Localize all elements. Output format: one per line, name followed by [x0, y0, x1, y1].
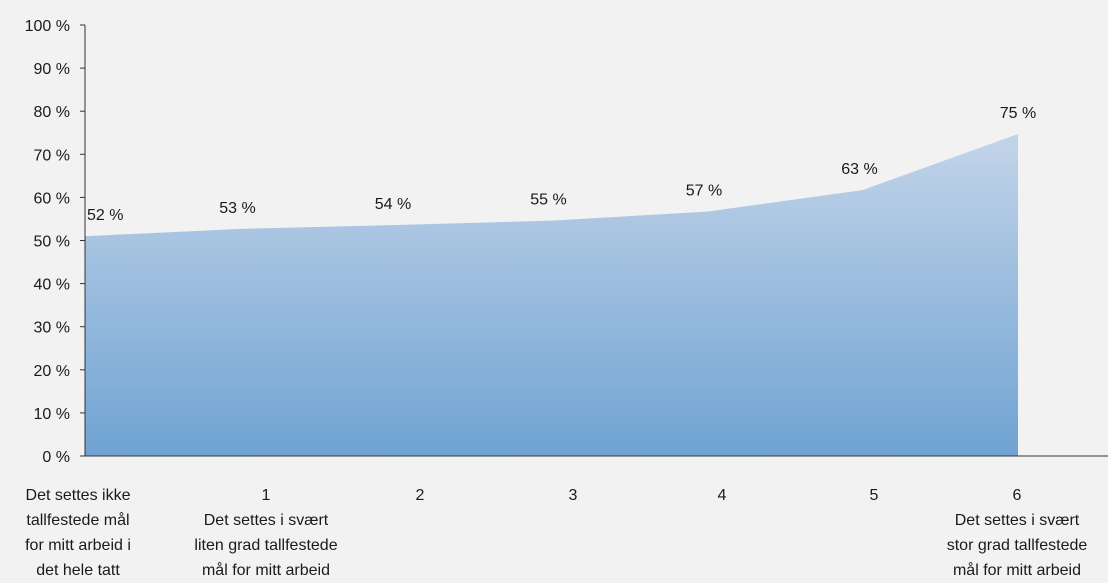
x-category-label-line: Det settes i svært: [955, 512, 1080, 529]
y-tick-label: 20 %: [34, 363, 70, 380]
data-label: 53 %: [219, 200, 255, 217]
x-category-label: 4: [718, 487, 727, 504]
x-category-label-line: Det settes i svært: [204, 512, 329, 529]
x-category-label: 1 Det settes i svært liten grad tallfested…: [194, 487, 337, 579]
y-axis-ticks: 0 % 10 % 20 % 30 % 40 % 50 % 60 % 70 % 80 % 90 % 1…: [25, 18, 85, 466]
y-tick-label: 40 %: [34, 277, 70, 294]
x-category-label-line: mål for mitt arbeid: [202, 561, 330, 579]
y-tick-label: 70 %: [34, 147, 70, 164]
y-tick-label: 60 %: [34, 190, 70, 207]
x-category-label-line: 5: [870, 487, 879, 504]
x-category-label-line: liten grad tallfestede: [194, 537, 337, 554]
data-label: 63 %: [841, 161, 877, 178]
x-category-label-line: stor grad tallfestede: [947, 537, 1088, 554]
x-category-label-line: tallfestede mål: [26, 511, 129, 529]
x-category-label: 5: [870, 487, 879, 504]
y-tick-label: 90 %: [34, 61, 70, 78]
area-fill: [85, 134, 1018, 457]
x-category-label-line: 4: [718, 487, 727, 504]
data-label: 57 %: [686, 183, 722, 200]
y-tick-label: 80 %: [34, 104, 70, 121]
x-category-label: 2: [416, 487, 425, 504]
y-tick-label: 10 %: [34, 406, 70, 423]
x-category-label-line: Det settes ikke: [26, 487, 131, 504]
area-series: [85, 134, 1018, 457]
y-tick-label: 0 %: [42, 449, 70, 466]
data-labels: 52 % 53 % 54 % 55 % 57 % 63 % 75 %: [87, 105, 1036, 224]
x-category-label-line: det hele tatt: [36, 562, 120, 579]
x-category-label: 6 Det settes i svært stor grad tallfestede…: [947, 487, 1088, 579]
data-label: 52 %: [87, 207, 123, 224]
data-label: 55 %: [530, 192, 566, 209]
data-label: 54 %: [375, 196, 411, 213]
x-category-label-line: mål for mitt arbeid: [953, 561, 1081, 579]
x-category-label-line: 1: [262, 487, 271, 504]
y-tick-label: 100 %: [25, 18, 70, 35]
data-label: 75 %: [1000, 105, 1036, 122]
y-tick-label: 50 %: [34, 234, 70, 251]
y-tick-label: 30 %: [34, 320, 70, 337]
x-category-label-line: for mitt arbeid i: [25, 537, 131, 554]
x-category-label: Det settes ikke tallfestede mål for mitt a…: [25, 487, 131, 579]
x-axis-categories: Det settes ikke tallfestede mål for mitt a…: [25, 487, 1087, 579]
x-category-label-line: 2: [416, 487, 425, 504]
x-category-label: 3: [569, 487, 578, 504]
x-category-label-line: 3: [569, 487, 578, 504]
x-category-label-line: 6: [1013, 487, 1022, 504]
